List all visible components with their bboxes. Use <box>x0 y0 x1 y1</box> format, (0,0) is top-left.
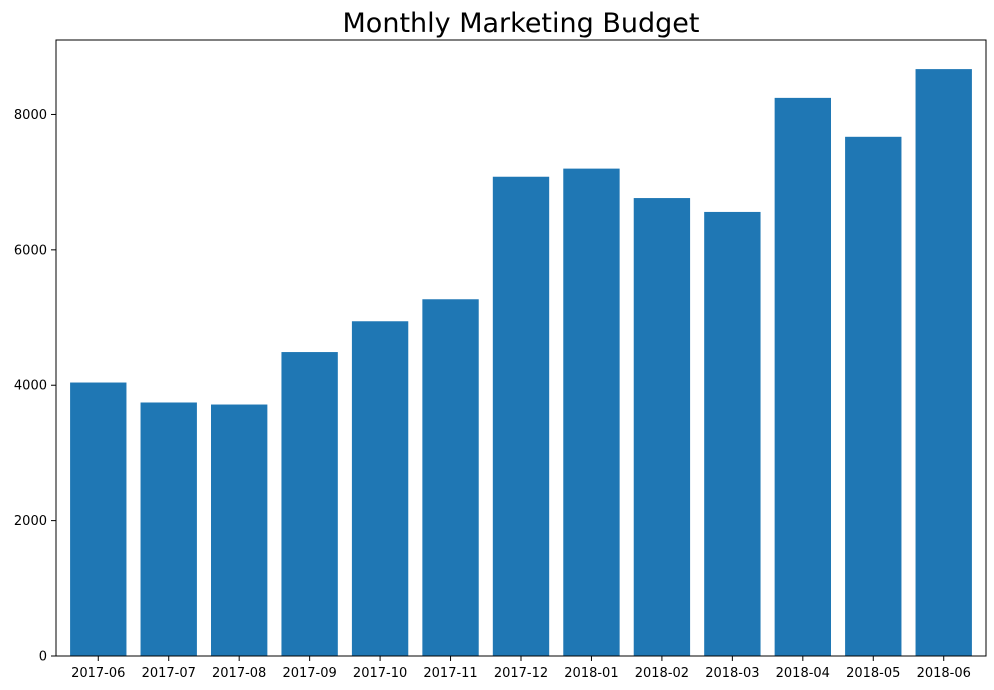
y-tick-label: 4000 <box>14 379 47 394</box>
x-tick-label: 2017-07 <box>142 666 196 681</box>
bar-2017-11 <box>422 299 479 656</box>
bar-2018-06 <box>915 69 972 657</box>
bar-2017-12 <box>492 176 550 656</box>
x-tick-label: 2017-06 <box>71 666 125 681</box>
y-axis-ticks: 0 2000 4000 6000 8000 <box>14 108 56 665</box>
x-tick-label: 2018-05 <box>846 666 900 681</box>
x-tick-label: 2017-12 <box>494 666 548 681</box>
bars-layer <box>70 69 972 657</box>
bar-2018-01 <box>563 168 620 656</box>
x-tick-label: 2017-11 <box>423 666 477 681</box>
x-tick-label: 2018-04 <box>776 666 830 681</box>
x-tick-label: 2018-06 <box>917 666 971 681</box>
bar-2017-10 <box>351 321 409 656</box>
x-tick-label: 2017-09 <box>282 666 336 681</box>
chart-title: Monthly Marketing Budget <box>343 8 700 39</box>
y-tick-label: 0 <box>39 650 47 665</box>
bar-2018-05 <box>845 136 902 657</box>
x-tick-label: 2018-01 <box>564 666 618 681</box>
bar-2018-03 <box>704 211 761 656</box>
x-tick-label: 2017-10 <box>353 666 407 681</box>
bar-2017-08 <box>211 404 268 656</box>
x-axis-ticks: 2017-06 2017-07 2017-08 2017-09 2017-10 2017-… <box>71 656 971 681</box>
bar-2017-09 <box>281 352 338 656</box>
bar-2017-06 <box>70 382 127 656</box>
x-tick-label: 2017-08 <box>212 666 266 681</box>
bar-2018-04 <box>774 97 831 656</box>
y-tick-label: 2000 <box>14 514 47 529</box>
y-tick-label: 8000 <box>14 108 47 123</box>
plot-frame <box>55 39 987 657</box>
y-tick-label: 6000 <box>14 243 47 258</box>
bar-2018-02 <box>633 198 691 657</box>
x-tick-label: 2018-02 <box>635 666 689 681</box>
x-tick-label: 2018-03 <box>705 666 759 681</box>
bar-2017-07 <box>140 402 197 656</box>
